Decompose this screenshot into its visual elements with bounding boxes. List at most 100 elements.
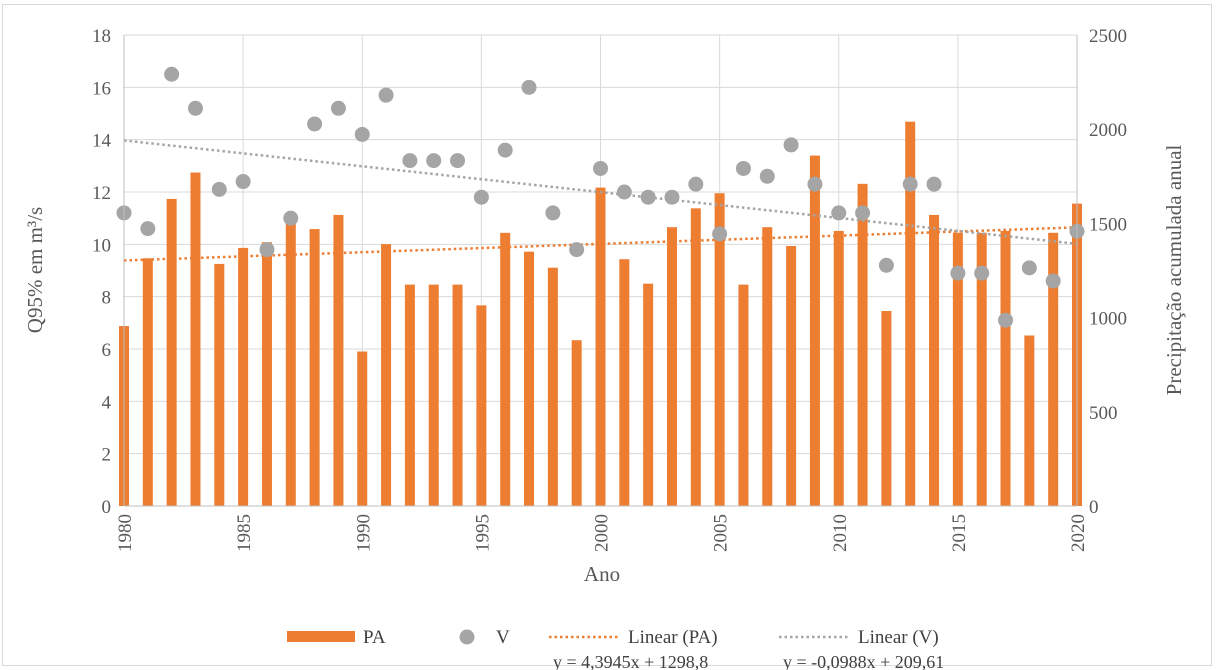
y-left-tick-label: 4 (102, 392, 112, 413)
y-right-tick-label: 500 (1089, 403, 1118, 424)
pa-bar (452, 284, 463, 506)
v-point (688, 176, 704, 192)
v-point (855, 205, 871, 221)
pa-bar (881, 311, 892, 506)
v-point (831, 205, 847, 221)
y-right-tick-label: 1000 (1089, 309, 1127, 330)
pa-bar (238, 247, 249, 506)
v-point (998, 312, 1014, 328)
y-right-tick-label: 2000 (1089, 120, 1127, 141)
pa-bar (762, 227, 773, 506)
v-point (473, 189, 489, 205)
v-point (450, 153, 466, 169)
v-points (116, 66, 1085, 328)
pa-bar (809, 155, 820, 507)
x-tick-label: 2020 (1068, 514, 1089, 552)
pa-bar (619, 259, 630, 506)
v-point (521, 79, 537, 95)
v-point (616, 184, 632, 200)
pa-bar (976, 232, 987, 506)
v-point (902, 176, 918, 192)
y-right-tick-label: 1500 (1089, 214, 1127, 235)
v-point (569, 242, 585, 258)
v-point (235, 174, 251, 190)
y-left-tick-label: 2 (102, 445, 112, 466)
y-right-tick-label: 0 (1089, 497, 1099, 518)
pa-bar (524, 251, 535, 506)
pa-bar (333, 214, 344, 506)
pa-bar (1024, 335, 1035, 506)
pa-bar (690, 208, 701, 506)
legend-label-linear-v: Linear (V) (858, 627, 939, 648)
pa-bar (500, 232, 511, 506)
pa-bar (309, 229, 320, 506)
pa-bar (428, 284, 439, 506)
pa-bar (547, 267, 558, 506)
pa-bar (381, 244, 392, 506)
v-point (140, 221, 156, 237)
pa-bar (1048, 232, 1059, 506)
trendline-v (123, 139, 1078, 246)
pa-bar (833, 230, 844, 506)
v-point (950, 265, 966, 281)
x-tick-label: 2000 (592, 514, 613, 552)
x-tick-label: 2005 (711, 514, 732, 552)
pa-bar (571, 340, 582, 506)
pa-bar (714, 193, 725, 507)
pa-bar (666, 227, 677, 506)
v-point (497, 142, 513, 158)
y-left-tick-label: 16 (92, 78, 111, 99)
y-left-tick-label: 12 (92, 183, 111, 204)
pa-bar (190, 172, 201, 507)
y-right-tick-label: 2500 (1089, 26, 1127, 47)
x-tick-label: 1990 (353, 514, 374, 552)
v-point (187, 100, 203, 116)
pa-bar (1000, 230, 1011, 506)
v-point (164, 66, 180, 82)
v-point (354, 126, 370, 142)
axes (123, 35, 1078, 507)
y-left-tick-label: 8 (102, 288, 112, 309)
pa-bars (118, 121, 1083, 507)
y-left-tick-label: 0 (102, 497, 112, 518)
y-left-tick-label: 10 (92, 235, 111, 256)
v-point (1021, 260, 1037, 276)
v-point (402, 153, 418, 169)
v-point (759, 168, 775, 184)
y-left-tick-label: 14 (92, 131, 112, 152)
v-point (974, 265, 990, 281)
y-axis-title-right: Precipitação acumulada anual (1162, 144, 1186, 395)
v-point (735, 160, 751, 176)
pa-bar (952, 232, 963, 506)
pa-bar (857, 183, 868, 506)
pa-bar (142, 258, 153, 506)
equation-v: y = -0,0988x + 209,61 (783, 652, 944, 670)
v-point (664, 189, 680, 205)
pa-bar (786, 246, 797, 506)
pa-bar (261, 242, 272, 507)
x-tick-label: 2010 (830, 514, 851, 552)
v-point (807, 176, 823, 192)
v-point (330, 100, 346, 116)
v-point (378, 87, 394, 103)
legend-marker-v (459, 629, 475, 645)
pa-bar (285, 222, 296, 506)
v-point (712, 226, 728, 242)
v-point (783, 137, 799, 153)
pa-bar (595, 187, 606, 506)
legend-swatch-pa (287, 631, 355, 642)
v-point (545, 205, 561, 221)
equation-pa: y = 4,3945x + 1298,8 (553, 652, 708, 670)
v-point (926, 176, 942, 192)
pa-bar (738, 284, 749, 506)
legend-label-linear-pa: Linear (PA) (628, 627, 718, 648)
y-left-tick-label: 18 (92, 26, 111, 47)
pa-bar (476, 305, 487, 506)
trendlines (123, 139, 1078, 262)
x-tick-label: 1995 (472, 514, 493, 552)
x-tick-label: 1985 (234, 514, 255, 552)
v-point (283, 210, 299, 226)
legend-label-pa: PA (363, 627, 386, 648)
pa-bar (643, 283, 654, 506)
